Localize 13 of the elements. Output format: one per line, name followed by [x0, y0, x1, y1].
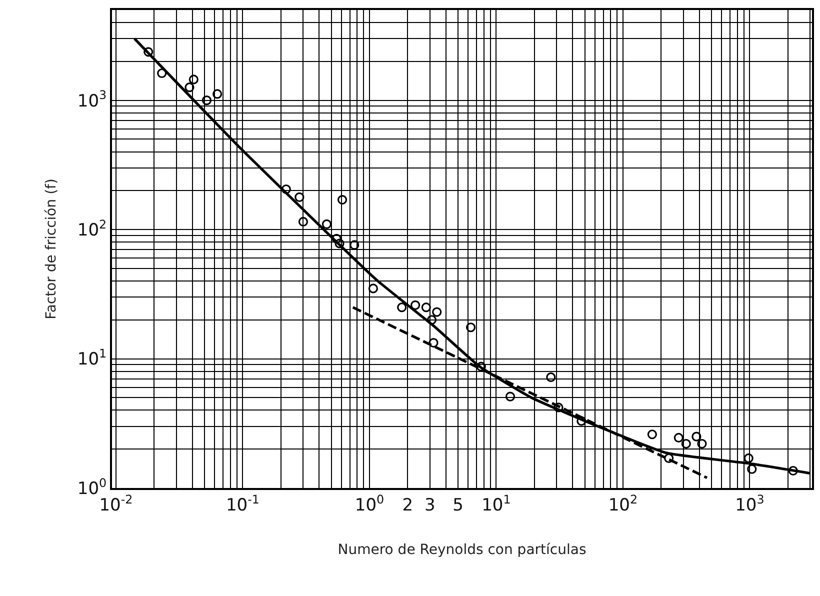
y-tick-label: 10$^{3}$ [77, 88, 107, 112]
x-tick-label: 10$^{1}$ [482, 492, 511, 516]
x-tick-label: 10$^{0}$ [354, 492, 384, 516]
x-axis-title: Numero de Reynolds con partículas [338, 542, 586, 558]
y-tick-label: 10$^{1}$ [77, 346, 107, 370]
y-tick-label: 10$^{2}$ [77, 217, 107, 240]
x-tick-label: 5 [452, 495, 464, 516]
y-axis-title: Factor de fricción (f) [43, 178, 60, 320]
x-tick-label: 3 [424, 495, 436, 516]
x-tick-label: 10$^{2}$ [608, 492, 638, 516]
x-tick-label: 2 [402, 495, 414, 516]
x-tick-label: 10$^{3}$ [735, 492, 764, 516]
x-tick-label: 10$^{-1}$ [226, 492, 260, 516]
